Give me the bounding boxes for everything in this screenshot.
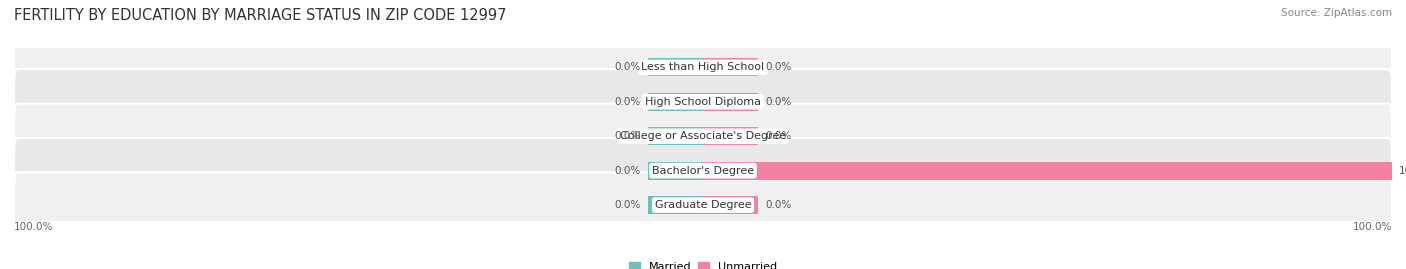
Text: 0.0%: 0.0% [614, 97, 641, 107]
Text: 0.0%: 0.0% [614, 62, 641, 72]
Text: Less than High School: Less than High School [641, 62, 765, 72]
Legend: Married, Unmarried: Married, Unmarried [624, 257, 782, 269]
FancyBboxPatch shape [14, 104, 1392, 169]
Text: 0.0%: 0.0% [765, 200, 792, 210]
Bar [648, 93, 703, 111]
Text: 0.0%: 0.0% [614, 200, 641, 210]
Text: 0.0%: 0.0% [765, 62, 792, 72]
Text: 0.0%: 0.0% [614, 131, 641, 141]
FancyBboxPatch shape [14, 35, 1392, 100]
Bar [648, 162, 703, 180]
Text: 100.0%: 100.0% [14, 222, 53, 232]
Text: 0.0%: 0.0% [765, 97, 792, 107]
Bar [648, 58, 703, 76]
Text: Graduate Degree: Graduate Degree [655, 200, 751, 210]
FancyBboxPatch shape [14, 138, 1392, 203]
Bar [703, 162, 1392, 180]
Bar [648, 196, 703, 214]
Bar [703, 196, 758, 214]
Bar [703, 127, 758, 145]
Text: FERTILITY BY EDUCATION BY MARRIAGE STATUS IN ZIP CODE 12997: FERTILITY BY EDUCATION BY MARRIAGE STATU… [14, 8, 506, 23]
Text: 0.0%: 0.0% [765, 131, 792, 141]
Text: 0.0%: 0.0% [614, 166, 641, 176]
Bar [703, 93, 758, 111]
Text: Bachelor's Degree: Bachelor's Degree [652, 166, 754, 176]
Bar [703, 58, 758, 76]
FancyBboxPatch shape [14, 69, 1392, 134]
Text: 100.0%: 100.0% [1399, 166, 1406, 176]
Text: College or Associate's Degree: College or Associate's Degree [620, 131, 786, 141]
FancyBboxPatch shape [14, 172, 1392, 238]
Text: 100.0%: 100.0% [1353, 222, 1392, 232]
Text: High School Diploma: High School Diploma [645, 97, 761, 107]
Text: Source: ZipAtlas.com: Source: ZipAtlas.com [1281, 8, 1392, 18]
Bar [648, 127, 703, 145]
